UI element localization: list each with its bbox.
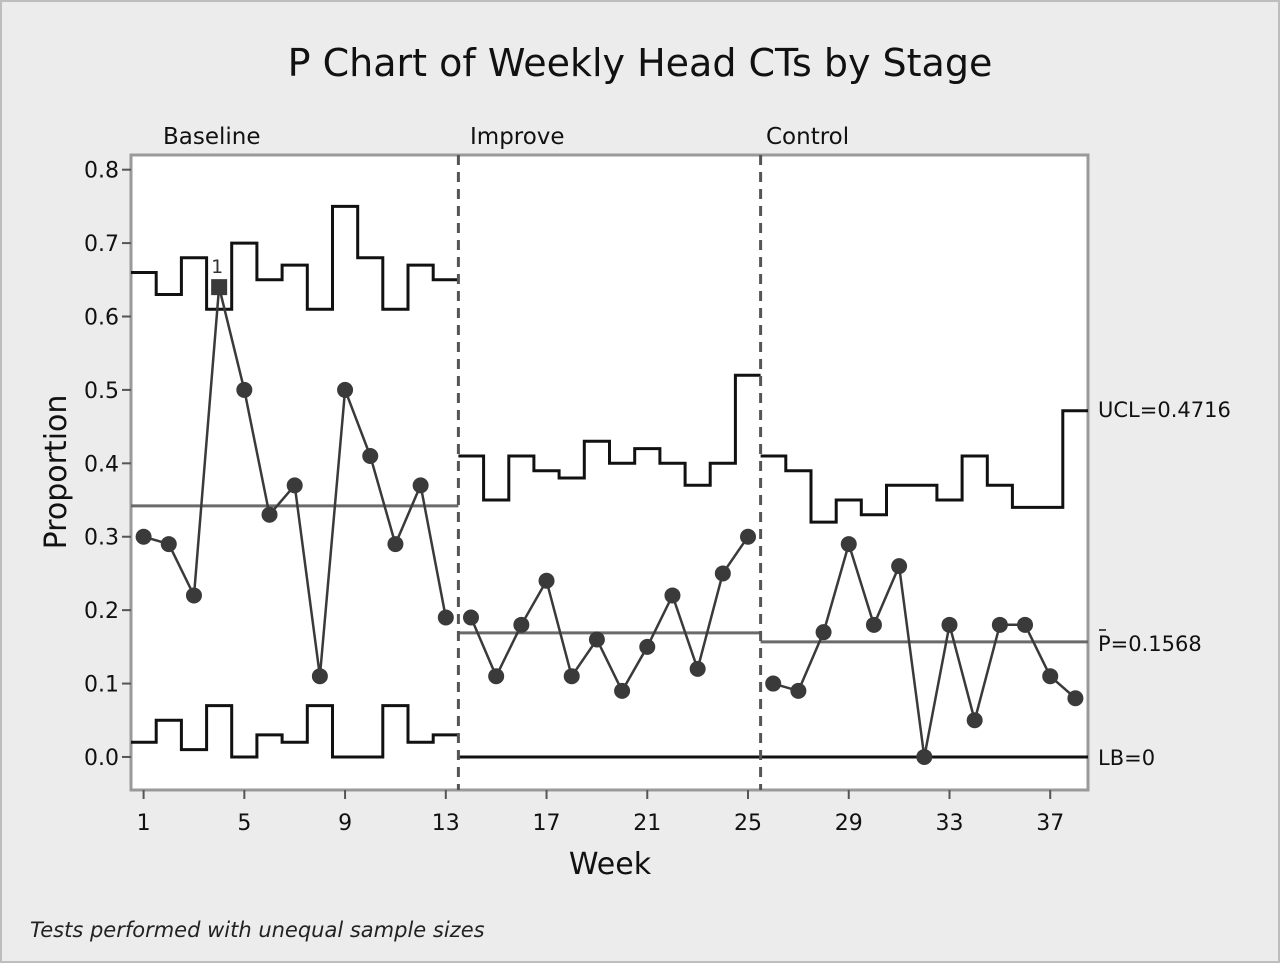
y-tick-label: 0.5 [84, 379, 119, 404]
x-tick-label: 17 [533, 811, 561, 836]
data-point [639, 638, 656, 655]
data-point [311, 668, 328, 685]
data-point [185, 587, 202, 604]
x-tick-label: 1 [137, 811, 151, 836]
lcl-line-baseline [131, 704, 459, 759]
data-point [614, 682, 631, 699]
footnote: Tests performed with unequal sample size… [30, 918, 485, 942]
data-point [840, 536, 857, 553]
data-point [765, 675, 782, 692]
data-point [462, 609, 479, 626]
x-tick-label: 25 [734, 811, 762, 836]
ucl-line-control [760, 409, 1088, 524]
series-line-improve [469, 535, 750, 694]
data-point [337, 381, 354, 398]
stage-labels: Baseline Improve Control [163, 124, 849, 150]
y-tick-label: 0.6 [84, 306, 119, 331]
stage-label-control: Control [766, 124, 849, 150]
y-axis: 0.0 0.1 0.2 0.3 0.4 0.5 0.6 0.7 0.8 [84, 159, 131, 771]
y-tick-label: 0.1 [84, 673, 119, 698]
y-tick-label: 0.7 [84, 232, 119, 257]
data-point [916, 748, 933, 765]
data-point [160, 536, 177, 553]
data-point [1042, 668, 1059, 685]
reference-labels: UCL=0.4716 P=0.1568 LB=0 [1098, 398, 1231, 770]
data-point [513, 616, 530, 633]
data-point [538, 572, 555, 589]
data-point [689, 660, 706, 677]
data-point [1067, 690, 1084, 707]
y-axis-title: Proportion [39, 395, 74, 550]
y-tick-label: 0.0 [84, 746, 119, 771]
x-tick-label: 21 [633, 811, 661, 836]
stage-label-improve: Improve [470, 124, 565, 150]
ucl-line-baseline [131, 204, 459, 311]
data-point [865, 616, 882, 633]
flagged-data-point [211, 279, 228, 296]
y-tick-label: 0.8 [84, 159, 119, 184]
data-point [991, 616, 1008, 633]
x-tick-label: 5 [237, 811, 251, 836]
x-axis-title: Week [569, 847, 652, 882]
data-point [740, 528, 757, 545]
chart-title: P Chart of Weekly Head CTs by Stage [288, 41, 993, 85]
x-tick-label: 9 [338, 811, 352, 836]
ucl-line-improve [458, 373, 761, 502]
data-point [664, 587, 681, 604]
data-point [387, 536, 404, 553]
x-tick-label: 33 [935, 811, 963, 836]
data-point [362, 447, 379, 464]
proportion-series: 1 [135, 256, 1084, 765]
y-tick-label: 0.3 [84, 526, 119, 551]
data-point [488, 668, 505, 685]
x-tick-label: 29 [835, 811, 863, 836]
flag-label: 1 [211, 256, 223, 278]
stage-label-baseline: Baseline [163, 124, 261, 150]
ucl-label: UCL=0.4716 [1098, 398, 1231, 422]
y-tick-label: 0.4 [84, 452, 119, 477]
data-point [815, 624, 832, 641]
plot-area [129, 153, 1090, 792]
data-point [286, 477, 303, 494]
data-point [714, 565, 731, 582]
x-tick-label: 13 [432, 811, 460, 836]
data-point [135, 528, 152, 545]
x-axis: 1 5 9 13 17 21 25 29 33 37 [137, 790, 1064, 836]
data-point [588, 631, 605, 648]
data-point [1017, 616, 1034, 633]
data-point [966, 712, 983, 729]
data-point [261, 506, 278, 523]
y-tick-label: 0.2 [84, 599, 119, 624]
data-point [437, 609, 454, 626]
stage-dividers [456, 155, 763, 790]
data-point [236, 381, 253, 398]
lb-label: LB=0 [1098, 746, 1155, 770]
data-point [412, 477, 429, 494]
data-point [790, 682, 807, 699]
data-point [563, 668, 580, 685]
x-tick-label: 37 [1036, 811, 1064, 836]
p-bar-label: P=0.1568 [1098, 632, 1202, 656]
data-point [891, 558, 908, 575]
data-point [941, 616, 958, 633]
